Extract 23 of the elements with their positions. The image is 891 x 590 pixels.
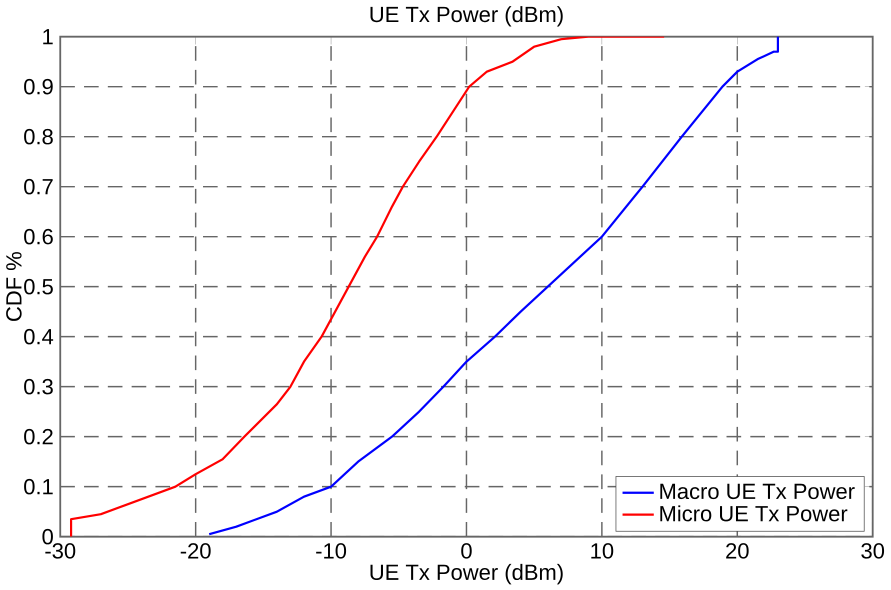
x-axis-title: UE Tx Power (dBm): [370, 564, 563, 584]
x-tick-label: -30: [45, 542, 76, 558]
y-tick-label: 1: [43, 28, 53, 44]
y-tick-label: 0.5: [24, 278, 53, 294]
y-tick-label: 0.8: [24, 128, 53, 144]
y-tick-label: 0.3: [24, 378, 53, 394]
y-tick-label: 0.1: [24, 478, 53, 494]
x-tick-label: 10: [591, 542, 614, 558]
y-tick-label: 0: [42, 528, 53, 544]
x-tick-label: -20: [180, 542, 211, 558]
y-tick-label: 0.9: [24, 78, 53, 94]
x-tick-label: 20: [726, 542, 749, 558]
y-axis-title: CDF %: [6, 252, 22, 321]
legend-label: Micro UE Tx Power: [660, 505, 848, 522]
x-tick-label: 30: [861, 542, 884, 558]
y-tick-label: 0.2: [24, 428, 53, 444]
y-tick-label: 0.4: [24, 328, 54, 344]
legend-label: Macro UE Tx Power: [660, 484, 855, 499]
chart-title: UE Tx Power (dBm): [370, 6, 563, 26]
x-tick-label: 0: [461, 542, 472, 558]
y-tick-label: 0.7: [24, 178, 53, 194]
y-tick-label: 0.6: [24, 228, 53, 244]
x-tick-label: -10: [316, 542, 346, 558]
